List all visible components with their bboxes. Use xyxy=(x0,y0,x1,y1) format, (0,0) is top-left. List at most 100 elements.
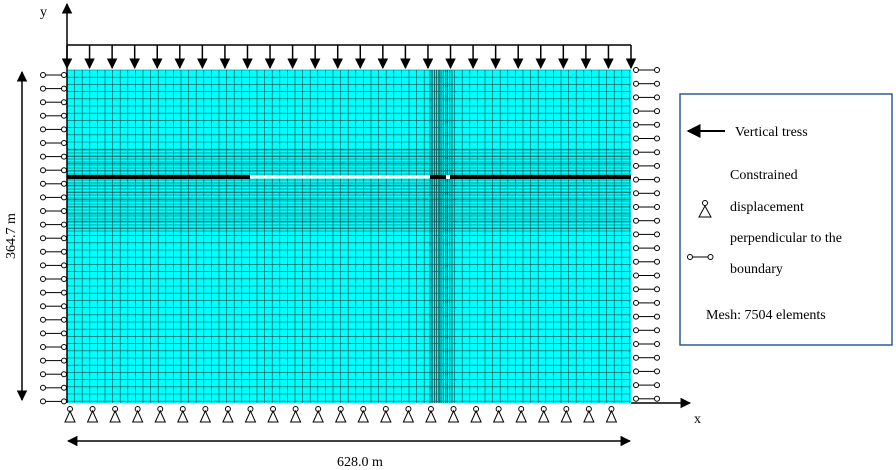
roller xyxy=(40,153,46,160)
roller xyxy=(654,204,660,210)
support xyxy=(131,409,144,423)
roller xyxy=(633,272,639,279)
roller xyxy=(654,176,660,183)
support xyxy=(560,409,573,423)
roller xyxy=(61,221,67,228)
roller xyxy=(61,140,67,146)
roller xyxy=(654,286,660,293)
roller xyxy=(61,316,67,323)
roller xyxy=(61,384,67,391)
roller xyxy=(61,85,67,92)
roller xyxy=(633,354,639,361)
roller xyxy=(654,217,660,224)
roller xyxy=(633,149,639,156)
legend-roller-icon xyxy=(687,254,714,260)
support xyxy=(492,409,505,423)
support xyxy=(289,409,302,423)
roller xyxy=(61,303,67,310)
support xyxy=(244,409,257,423)
roller xyxy=(654,231,660,238)
roller xyxy=(40,99,46,106)
roller xyxy=(61,289,67,296)
roller xyxy=(654,121,660,128)
support xyxy=(425,409,437,423)
roller xyxy=(654,190,660,197)
roller xyxy=(654,299,660,306)
roller xyxy=(40,140,46,146)
roller xyxy=(40,194,46,201)
roller xyxy=(633,327,639,334)
roller xyxy=(633,245,639,252)
roller xyxy=(40,221,46,228)
legend-support-icon xyxy=(698,200,712,218)
roller xyxy=(654,108,660,115)
roller xyxy=(61,357,67,364)
roller xyxy=(633,368,639,375)
roller xyxy=(633,231,639,238)
roller xyxy=(61,371,67,378)
roller xyxy=(61,398,67,405)
roller xyxy=(61,99,67,106)
roller xyxy=(40,180,46,187)
roller xyxy=(40,344,46,350)
roller xyxy=(633,94,639,101)
roller xyxy=(40,398,46,405)
roller xyxy=(40,126,46,133)
roller xyxy=(654,149,660,156)
roller xyxy=(633,313,639,320)
roller xyxy=(40,303,46,310)
support xyxy=(470,409,482,423)
legend-mesh-text: Mesh: 7504 elements xyxy=(706,308,826,323)
roller xyxy=(40,357,46,364)
x-axis-label: x xyxy=(694,412,701,427)
roller xyxy=(633,299,639,306)
legend-constraint-text: boundary xyxy=(730,262,783,277)
roller xyxy=(61,180,67,187)
pillar-gap xyxy=(446,175,450,179)
support xyxy=(447,409,460,423)
roller xyxy=(61,248,67,255)
support xyxy=(64,409,76,423)
roller xyxy=(40,72,46,78)
support xyxy=(334,409,347,423)
roller xyxy=(633,382,639,389)
roller xyxy=(40,235,46,242)
roller xyxy=(633,258,639,265)
mesh-area xyxy=(67,70,631,403)
height-label: 364.7 m xyxy=(4,213,19,259)
roller xyxy=(61,72,67,78)
roller xyxy=(654,395,660,402)
roller xyxy=(40,289,46,296)
legend-constraint-text: displacement xyxy=(730,200,804,215)
roller xyxy=(40,208,46,214)
legend-constraint-text: perpendicular to the xyxy=(730,231,842,246)
roller xyxy=(633,121,639,128)
roller xyxy=(654,313,660,320)
roller xyxy=(61,208,67,214)
support xyxy=(267,409,279,423)
boundary-conditions xyxy=(40,44,660,423)
width-label: 628.0 m xyxy=(337,455,383,470)
roller xyxy=(61,194,67,201)
support xyxy=(583,409,595,423)
support xyxy=(605,409,618,423)
support xyxy=(312,409,324,423)
support xyxy=(380,409,392,423)
legend-constraint-text: Constrained xyxy=(730,168,798,183)
roller xyxy=(40,384,46,391)
support xyxy=(537,409,550,423)
roller xyxy=(61,235,67,242)
legend-box xyxy=(679,93,893,346)
roller xyxy=(633,286,639,293)
roller xyxy=(654,327,660,334)
roller xyxy=(40,248,46,255)
support xyxy=(515,409,527,423)
support xyxy=(199,409,212,423)
roller xyxy=(633,190,639,197)
roller xyxy=(633,395,639,402)
roller xyxy=(40,262,46,269)
roller xyxy=(654,341,660,347)
roller xyxy=(40,112,46,119)
